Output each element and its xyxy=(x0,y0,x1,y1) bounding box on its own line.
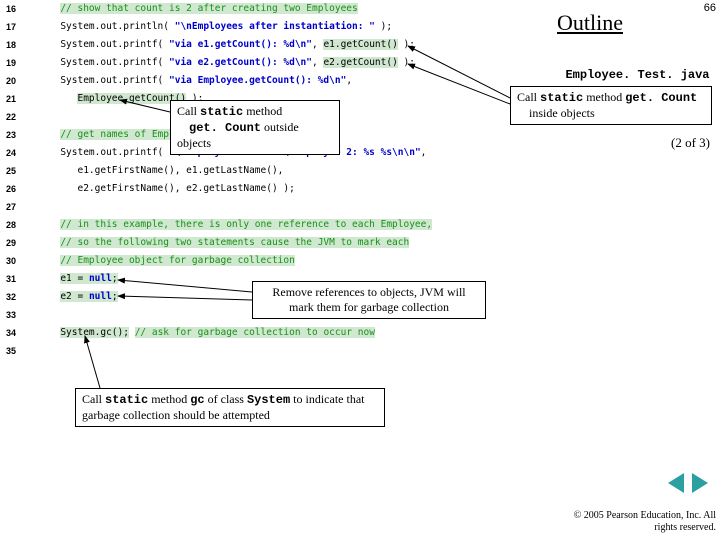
code-content: // show that count is 2 after creating t… xyxy=(20,0,358,18)
code-line: 27 xyxy=(0,198,555,216)
right-panel: 66 Outline Employee. Test. java (2 of 3)… xyxy=(555,0,720,540)
line-number: 22 xyxy=(0,108,20,126)
code-line: 25 e1.getFirstName(), e1.getLastName(), xyxy=(0,162,555,180)
filename-label: Employee. Test. java xyxy=(555,68,720,82)
line-number: 23 xyxy=(0,126,20,144)
callout-system-gc: Call static method gc of class System to… xyxy=(75,388,385,427)
code-content: System.out.printf( "via e2.getCount(): %… xyxy=(20,54,415,72)
callout-remove-refs: Remove references to objects, JVM will m… xyxy=(252,281,486,319)
code-line: 20 System.out.printf( "via Employee.getC… xyxy=(0,72,555,90)
line-number: 18 xyxy=(0,36,20,54)
line-number: 32 xyxy=(0,288,20,306)
line-number: 21 xyxy=(0,90,20,108)
code-content: System.out.println( "\nEmployees after i… xyxy=(20,18,392,36)
line-number: 31 xyxy=(0,270,20,288)
line-number: 20 xyxy=(0,72,20,90)
page-indicator: (2 of 3) xyxy=(671,135,710,151)
code-line: 26 e2.getFirstName(), e2.getLastName() )… xyxy=(0,180,555,198)
code-line: 30 // Employee object for garbage collec… xyxy=(0,252,555,270)
code-line: 19 System.out.printf( "via e2.getCount()… xyxy=(0,54,555,72)
line-number: 28 xyxy=(0,216,20,234)
code-content: // in this example, there is only one re… xyxy=(20,216,432,234)
line-number: 35 xyxy=(0,342,20,360)
line-number: 30 xyxy=(0,252,20,270)
next-button[interactable] xyxy=(692,473,708,493)
outline-title: Outline xyxy=(557,10,623,36)
code-line: 34 System.gc(); // ask for garbage colle… xyxy=(0,324,555,342)
code-line: 17 System.out.println( "\nEmployees afte… xyxy=(0,18,555,36)
line-number: 29 xyxy=(0,234,20,252)
callout-getcount-inside: Call static method get. Count inside obj… xyxy=(510,86,712,125)
line-number: 17 xyxy=(0,18,20,36)
line-number: 19 xyxy=(0,54,20,72)
line-number: 25 xyxy=(0,162,20,180)
page-number: 66 xyxy=(704,2,716,14)
code-content: // Employee object for garbage collectio… xyxy=(20,252,295,270)
callout-getcount-outside: Call static method get. Count outside ob… xyxy=(170,100,340,155)
code-line: 35 xyxy=(0,342,555,360)
copyright-text: © 2005 Pearson Education, Inc. All right… xyxy=(555,510,716,534)
line-number: 16 xyxy=(0,0,20,18)
code-line: 29 // so the following two statements ca… xyxy=(0,234,555,252)
code-content: e1 = null; xyxy=(20,270,118,288)
code-content: System.out.printf( "via Employee.getCoun… xyxy=(20,72,352,90)
code-content: // so the following two statements cause… xyxy=(20,234,409,252)
code-content: e2 = null; xyxy=(20,288,118,306)
code-line: 28 // in this example, there is only one… xyxy=(0,216,555,234)
line-number: 26 xyxy=(0,180,20,198)
code-content: System.gc(); // ask for garbage collecti… xyxy=(20,324,375,342)
line-number: 34 xyxy=(0,324,20,342)
prev-button[interactable] xyxy=(668,473,684,493)
code-line: 18 System.out.printf( "via e1.getCount()… xyxy=(0,36,555,54)
code-line: 16 // show that count is 2 after creatin… xyxy=(0,0,555,18)
line-number: 27 xyxy=(0,198,20,216)
line-number: 33 xyxy=(0,306,20,324)
code-content: e1.getFirstName(), e1.getLastName(), xyxy=(20,162,283,180)
code-content: e2.getFirstName(), e2.getLastName() ); xyxy=(20,180,295,198)
code-content: System.out.printf( "via e1.getCount(): %… xyxy=(20,36,415,54)
line-number: 24 xyxy=(0,144,20,162)
nav-buttons xyxy=(666,473,710,498)
